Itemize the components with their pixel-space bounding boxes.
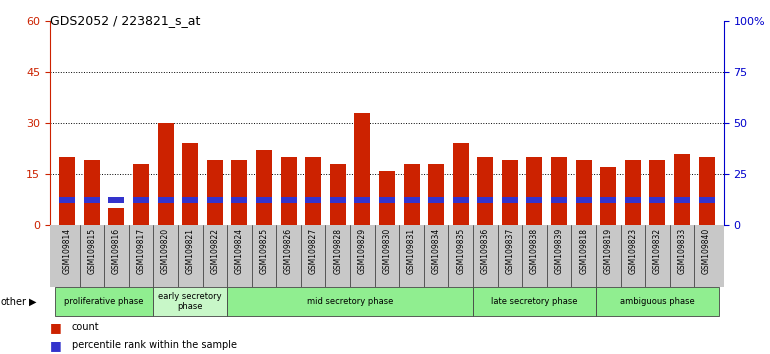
Text: ■: ■ bbox=[50, 339, 62, 352]
Text: GSM109824: GSM109824 bbox=[235, 228, 244, 274]
Text: percentile rank within the sample: percentile rank within the sample bbox=[72, 340, 236, 350]
Bar bbox=[158, 196, 173, 203]
Bar bbox=[256, 196, 272, 203]
Bar bbox=[207, 160, 223, 225]
Bar bbox=[109, 208, 125, 225]
Bar bbox=[153, 287, 227, 316]
Bar bbox=[477, 157, 494, 225]
Text: ■: ■ bbox=[50, 321, 62, 334]
Bar bbox=[698, 157, 715, 225]
Text: GSM109814: GSM109814 bbox=[63, 228, 72, 274]
Bar bbox=[182, 143, 198, 225]
Text: GSM109819: GSM109819 bbox=[604, 228, 613, 274]
Text: GSM109840: GSM109840 bbox=[702, 228, 711, 274]
Text: GSM109838: GSM109838 bbox=[530, 228, 539, 274]
Bar bbox=[428, 196, 444, 203]
Text: mid secretory phase: mid secretory phase bbox=[307, 297, 393, 306]
Text: GSM109834: GSM109834 bbox=[432, 228, 440, 274]
Bar bbox=[305, 157, 321, 225]
Text: GSM109826: GSM109826 bbox=[284, 228, 293, 274]
Bar bbox=[453, 196, 469, 203]
Text: GSM109837: GSM109837 bbox=[505, 228, 514, 274]
Bar bbox=[305, 196, 321, 203]
Text: other: other bbox=[1, 297, 27, 307]
Text: GSM109822: GSM109822 bbox=[210, 228, 219, 274]
Bar bbox=[354, 196, 370, 203]
Bar bbox=[624, 160, 641, 225]
Bar bbox=[576, 196, 591, 203]
Bar bbox=[698, 196, 715, 203]
Text: GSM109815: GSM109815 bbox=[87, 228, 96, 274]
Bar bbox=[477, 196, 494, 203]
Text: GSM109821: GSM109821 bbox=[186, 228, 195, 274]
Bar bbox=[330, 196, 346, 203]
Bar bbox=[551, 157, 567, 225]
Bar bbox=[502, 196, 518, 203]
Bar bbox=[59, 196, 75, 203]
Text: ambiguous phase: ambiguous phase bbox=[620, 297, 695, 306]
Text: GSM109839: GSM109839 bbox=[554, 228, 564, 274]
Bar bbox=[232, 196, 247, 203]
Bar bbox=[674, 154, 690, 225]
Bar bbox=[601, 196, 616, 203]
Text: GSM109825: GSM109825 bbox=[259, 228, 269, 274]
Text: GSM109830: GSM109830 bbox=[383, 228, 391, 274]
Bar bbox=[403, 164, 420, 225]
Text: GSM109828: GSM109828 bbox=[333, 228, 342, 274]
Bar bbox=[527, 196, 542, 203]
Bar bbox=[527, 157, 542, 225]
Bar bbox=[403, 196, 420, 203]
Bar bbox=[280, 157, 296, 225]
Text: GSM109823: GSM109823 bbox=[628, 228, 638, 274]
Bar bbox=[551, 196, 567, 203]
Bar bbox=[379, 196, 395, 203]
Text: GSM109832: GSM109832 bbox=[653, 228, 662, 274]
Text: GSM109827: GSM109827 bbox=[309, 228, 318, 274]
Bar bbox=[207, 196, 223, 203]
Bar bbox=[576, 160, 591, 225]
Bar bbox=[84, 196, 100, 203]
Bar bbox=[158, 123, 173, 225]
Bar bbox=[354, 113, 370, 225]
Text: GSM109835: GSM109835 bbox=[456, 228, 465, 274]
Text: GSM109831: GSM109831 bbox=[407, 228, 416, 274]
Bar bbox=[109, 196, 125, 203]
Bar bbox=[428, 164, 444, 225]
Bar bbox=[601, 167, 616, 225]
Text: early secretory
phase: early secretory phase bbox=[159, 292, 222, 312]
Bar bbox=[55, 287, 153, 316]
Bar bbox=[133, 164, 149, 225]
Bar bbox=[84, 160, 100, 225]
Text: GSM109818: GSM109818 bbox=[579, 228, 588, 274]
Bar bbox=[59, 157, 75, 225]
Bar bbox=[649, 196, 665, 203]
Bar bbox=[330, 164, 346, 225]
Text: GDS2052 / 223821_s_at: GDS2052 / 223821_s_at bbox=[50, 14, 200, 27]
Bar bbox=[256, 150, 272, 225]
Text: GSM109836: GSM109836 bbox=[480, 228, 490, 274]
Bar bbox=[133, 196, 149, 203]
Bar bbox=[596, 287, 719, 316]
Text: GSM109820: GSM109820 bbox=[161, 228, 170, 274]
Text: GSM109817: GSM109817 bbox=[136, 228, 146, 274]
Bar bbox=[473, 287, 596, 316]
Bar bbox=[674, 196, 690, 203]
Text: proliferative phase: proliferative phase bbox=[65, 297, 144, 306]
Bar bbox=[227, 287, 473, 316]
Text: GSM109829: GSM109829 bbox=[358, 228, 367, 274]
Bar bbox=[182, 196, 198, 203]
Text: late secretory phase: late secretory phase bbox=[491, 297, 578, 306]
Bar bbox=[502, 160, 518, 225]
Text: count: count bbox=[72, 322, 99, 332]
Bar bbox=[379, 171, 395, 225]
Text: GSM109816: GSM109816 bbox=[112, 228, 121, 274]
Text: ▶: ▶ bbox=[29, 297, 37, 307]
Bar bbox=[624, 196, 641, 203]
Bar bbox=[280, 196, 296, 203]
Text: GSM109833: GSM109833 bbox=[678, 228, 687, 274]
Bar bbox=[232, 160, 247, 225]
Bar bbox=[649, 160, 665, 225]
Bar bbox=[453, 143, 469, 225]
